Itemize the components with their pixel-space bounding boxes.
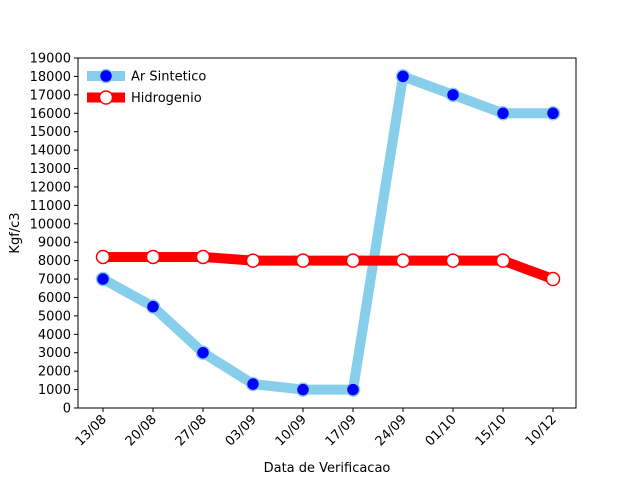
y-tick-label: 6000 bbox=[38, 291, 71, 306]
x-tick-label: 03/09 bbox=[223, 412, 260, 449]
legend-label-1: Ar Sintetico bbox=[131, 70, 206, 85]
series-layer bbox=[95, 69, 561, 397]
legend: Ar Sintetico Hidrogenio bbox=[87, 68, 206, 106]
y-tick-label: 15000 bbox=[30, 125, 71, 140]
plot-frame bbox=[77, 57, 577, 409]
x-tick-label: 13/08 bbox=[73, 412, 110, 449]
x-tick-label: 01/10 bbox=[423, 412, 460, 449]
series-1-point bbox=[95, 271, 111, 287]
y-tick-label: 7000 bbox=[38, 273, 71, 288]
series-1-point bbox=[245, 376, 261, 392]
series-1-point bbox=[545, 106, 561, 121]
series-2-point bbox=[445, 253, 461, 268]
x-axis-label: Data de Verificacao bbox=[264, 461, 391, 476]
series-2-point bbox=[545, 271, 561, 287]
y-axis-label: Kgf/c3 bbox=[8, 212, 23, 253]
series-2-point bbox=[345, 253, 361, 268]
series-2-point bbox=[495, 253, 511, 268]
y-tick-label: 3000 bbox=[38, 346, 71, 361]
series-line-2 bbox=[103, 251, 555, 284]
series-2-point bbox=[95, 249, 111, 265]
series-2-point bbox=[245, 253, 261, 268]
series-1-point bbox=[195, 345, 211, 360]
series-1-point bbox=[495, 106, 511, 121]
series-2-point bbox=[295, 253, 311, 268]
y-tick-label: 12000 bbox=[30, 180, 71, 195]
y-tick-label: 16000 bbox=[30, 107, 71, 122]
y-tick-label: 5000 bbox=[38, 309, 71, 324]
x-axis: 13/08 20/08 27/08 03/09 10/09 17/09 24/09 01/10… bbox=[73, 408, 560, 449]
y-tick-label: 1000 bbox=[38, 383, 71, 398]
y-tick-label: 4000 bbox=[38, 328, 71, 343]
y-tick-label: 8000 bbox=[38, 254, 71, 269]
y-tick-label: 14000 bbox=[30, 144, 71, 159]
x-tick-label: 15/10 bbox=[473, 412, 510, 449]
y-tick-label: 19000 bbox=[30, 52, 71, 67]
y-tick-label: 9000 bbox=[38, 236, 71, 251]
series-2-point bbox=[395, 253, 411, 268]
series-1-point bbox=[145, 299, 161, 314]
y-tick-label: 0 bbox=[63, 402, 71, 417]
series-2-point bbox=[145, 249, 161, 265]
y-tick-label: 11000 bbox=[30, 199, 71, 214]
x-tick-label: 17/09 bbox=[323, 412, 360, 449]
x-tick-label: 27/08 bbox=[173, 412, 210, 449]
y-tick-label: 10000 bbox=[30, 217, 71, 232]
y-tick-label: 18000 bbox=[30, 70, 71, 85]
series-line-1 bbox=[100, 71, 553, 395]
y-tick-label: 13000 bbox=[30, 162, 71, 177]
x-tick-label: 24/09 bbox=[373, 412, 410, 449]
series-1-point bbox=[345, 382, 361, 397]
y-tick-label: 2000 bbox=[38, 365, 71, 380]
legend-label-2: Hidrogenio bbox=[131, 91, 202, 106]
series-1-point bbox=[395, 69, 411, 84]
x-tick-label: 20/08 bbox=[123, 412, 160, 449]
legend-marker-2 bbox=[98, 90, 114, 105]
y-axis: 0 1000 2000 3000 4000 5000 6000 7000 8000 9000 100… bbox=[30, 52, 78, 417]
y-tick-label: 17000 bbox=[30, 88, 71, 103]
x-tick-label: 10/12 bbox=[523, 412, 560, 449]
series-2-point bbox=[195, 249, 211, 265]
series-1-point bbox=[295, 382, 311, 397]
series-1-point bbox=[445, 87, 461, 103]
x-tick-label: 10/09 bbox=[273, 412, 310, 449]
legend-marker-1 bbox=[98, 68, 114, 84]
